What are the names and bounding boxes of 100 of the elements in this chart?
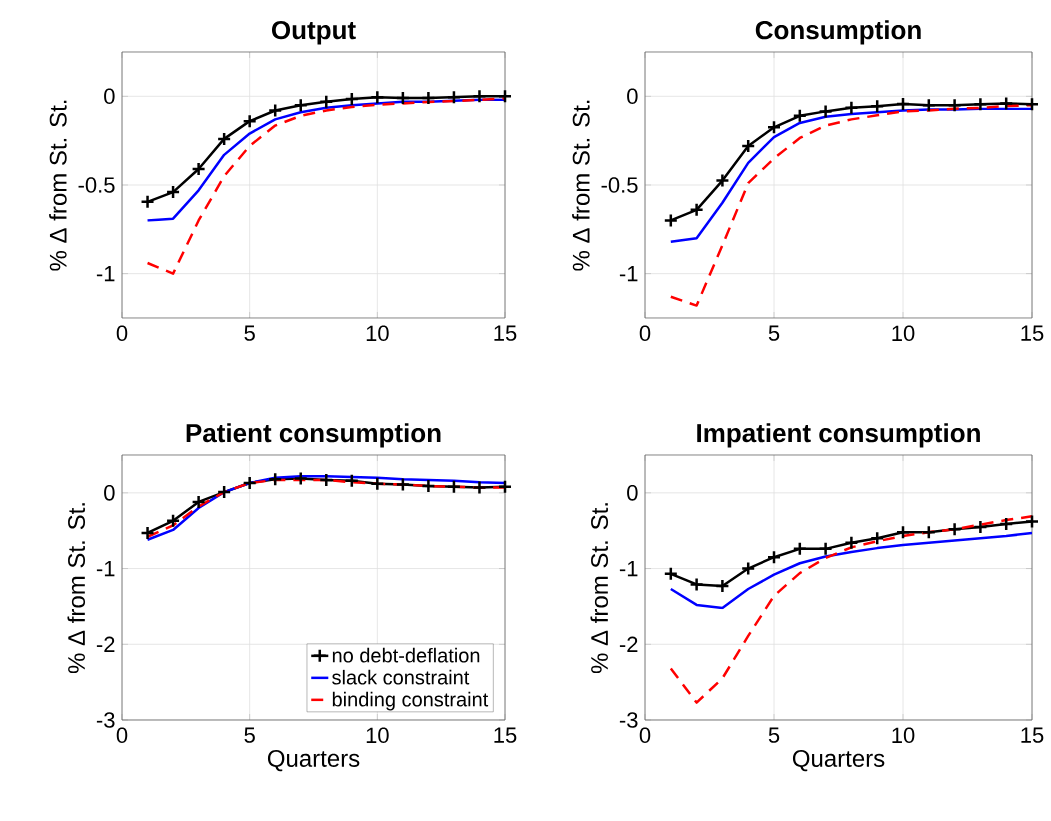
x-tick-label: 15: [1021, 727, 1044, 743]
chart-title: Output: [271, 20, 356, 45]
x-tick-label: 10: [892, 727, 915, 744]
point: [973, 519, 988, 535]
line-series: [669, 515, 1033, 704]
point: [165, 184, 181, 200]
y-axis-title: % Δ from St. St.: [67, 503, 86, 674]
y-axis-title: % Δ from St. St.: [590, 503, 609, 674]
x-tick-label: 10: [366, 325, 389, 342]
x-tick-label: 15: [494, 325, 517, 341]
point: [689, 577, 704, 592]
point: [869, 99, 885, 114]
y-tick-label: 0: [627, 88, 638, 105]
point: [319, 94, 334, 109]
x-tick-label: 15: [1021, 325, 1044, 341]
line-series: [669, 103, 1033, 307]
point: [370, 89, 385, 105]
x-tick-label: 5: [244, 727, 255, 743]
legend-label: slack constraint: [332, 669, 470, 685]
point: [921, 524, 937, 540]
x-tick-label: 0: [639, 727, 651, 744]
x-tick-label: 0: [116, 727, 128, 744]
point: [1024, 514, 1040, 529]
point: [740, 138, 756, 154]
point: [216, 131, 232, 147]
point: [947, 521, 962, 537]
x-tick-label: 5: [768, 727, 780, 743]
x-axis-title: Quarters: [792, 749, 885, 772]
point: [844, 100, 859, 116]
chart-title: Patient consumption: [186, 423, 441, 448]
y-axis-title: % Δ from St. St.: [49, 100, 67, 271]
point: [689, 202, 704, 218]
point: [267, 103, 283, 118]
point: [344, 91, 360, 107]
point: [446, 479, 462, 495]
chart-title: Consumption: [755, 20, 921, 45]
point: [818, 541, 833, 557]
y-axis-title: % Δ from St. St.: [572, 100, 590, 271]
point: [1024, 97, 1040, 112]
x-tick-label: 0: [639, 325, 651, 342]
point: [344, 473, 360, 488]
y-tick-label: -1: [96, 266, 115, 282]
y-tick-label: -1: [619, 266, 638, 282]
point: [869, 531, 885, 546]
point: [191, 494, 206, 510]
point: [766, 549, 782, 565]
point: [663, 566, 679, 582]
chart-title: Impatient consumption: [697, 423, 980, 448]
point: [140, 525, 155, 541]
point: [293, 471, 308, 486]
point: [998, 96, 1014, 111]
point: [421, 478, 436, 494]
point: [715, 578, 730, 594]
y-tick-label: -0.5: [78, 177, 115, 193]
point: [421, 90, 436, 106]
x-tick-label: 10: [892, 325, 915, 342]
point: [766, 120, 782, 135]
point: [844, 535, 859, 551]
line-series: [146, 97, 506, 275]
point: [472, 89, 487, 104]
x-tick-label: 10: [366, 727, 389, 744]
point: [191, 161, 206, 177]
point: [319, 472, 334, 488]
point: [973, 97, 988, 112]
x-tick-label: 15: [494, 727, 517, 743]
point: [216, 484, 232, 500]
point: [921, 97, 937, 113]
point: [895, 96, 911, 112]
point: [895, 524, 911, 540]
point: [446, 89, 462, 105]
line-series: [669, 531, 1033, 610]
point: [165, 513, 181, 529]
point: [242, 113, 257, 129]
y-tick-label: -0.5: [601, 177, 638, 193]
point: [293, 97, 308, 113]
x-tick-label: 5: [244, 325, 255, 341]
point: [267, 471, 283, 487]
point: [497, 479, 513, 495]
point: [663, 213, 679, 228]
x-tick-label: 5: [768, 325, 780, 341]
x-axis-title: Quarters: [267, 749, 360, 772]
y-tick-label: 0: [627, 485, 638, 501]
point: [370, 476, 385, 492]
y-tick-label: 0: [104, 485, 115, 501]
y-tick-label: -1: [96, 560, 115, 577]
y-tick-label: -2: [619, 636, 638, 652]
point: [140, 194, 155, 210]
legend-label: binding constraint: [332, 691, 489, 711]
point: [998, 516, 1014, 532]
y-tick-label: -3: [96, 712, 115, 728]
point: [242, 475, 257, 491]
point: [792, 541, 808, 557]
y-tick-label: -2: [96, 636, 115, 652]
legend-label: no debt-deflation: [332, 647, 480, 663]
point: [740, 561, 756, 576]
point: [715, 173, 730, 188]
y-tick-label: -3: [619, 712, 638, 728]
point: [818, 104, 833, 119]
point: [792, 108, 808, 124]
point: [497, 89, 513, 104]
